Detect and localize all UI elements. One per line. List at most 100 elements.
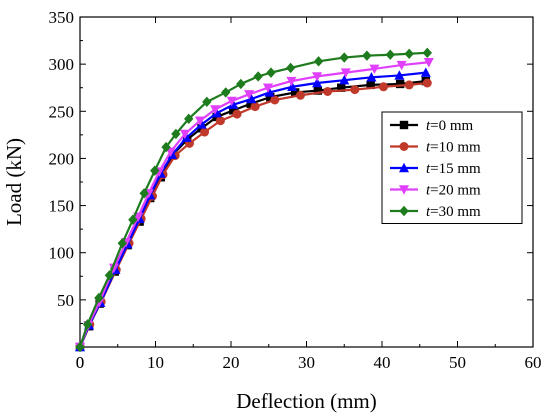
data-point (232, 109, 242, 119)
data-point (139, 188, 149, 199)
data-point (287, 81, 298, 91)
legend-label-value: =0 mm (430, 118, 473, 134)
legend-marker (399, 120, 409, 130)
data-point (340, 68, 351, 78)
series-line (78, 80, 426, 348)
data-point (94, 292, 104, 304)
legend-label: t=30 mm (426, 204, 481, 220)
data-point (313, 86, 323, 95)
legend-entry: t=30 mm (390, 204, 481, 220)
data-point (229, 106, 238, 115)
data-point (210, 105, 221, 115)
legend: t=0 mmt=10 mmt=15 mmt=20 mmt=30 mm (381, 111, 523, 224)
data-point (312, 77, 323, 88)
series-line (78, 51, 428, 348)
x-tick-label: 0 (76, 353, 85, 372)
data-point (285, 62, 296, 74)
series-layer (75, 47, 434, 353)
data-point (75, 341, 85, 353)
data-point (422, 47, 432, 59)
y-tick-label: 300 (49, 55, 75, 74)
data-point (313, 56, 324, 67)
data-point (312, 72, 323, 82)
data-point (179, 129, 190, 140)
legend-label-variable: t (426, 140, 431, 156)
data-point (82, 319, 93, 330)
data-point (181, 132, 192, 142)
data-point (117, 238, 127, 249)
series-0 (75, 76, 430, 352)
legend-marker (399, 185, 409, 195)
x-tick-label: 20 (223, 353, 240, 372)
data-point (221, 87, 231, 98)
data-point (264, 87, 275, 97)
data-point (266, 67, 276, 78)
data-point (128, 214, 138, 225)
legend-entry: t=0 mm (390, 118, 474, 134)
legend-label: t=10 mm (426, 140, 481, 156)
origin-tick-label: 0 (76, 353, 85, 372)
data-point (270, 95, 280, 105)
legend-marker (399, 205, 409, 217)
data-point (104, 270, 115, 281)
y-tick-label: 50 (57, 291, 74, 310)
data-point (253, 71, 263, 82)
axes: 0 10 20 30 40 50 60 50 100 150 200 250 300 350 (49, 8, 542, 372)
data-point (385, 49, 396, 60)
legend-marker (399, 142, 409, 151)
data-point (200, 127, 210, 137)
data-point (161, 141, 171, 153)
legend-label: t=15 mm (426, 161, 481, 177)
y-tick-label: 250 (49, 102, 75, 121)
data-point (366, 72, 377, 82)
data-point (226, 96, 237, 107)
data-point (339, 74, 350, 85)
data-point (362, 50, 372, 61)
x-tick-label: 60 (525, 353, 542, 372)
y-axis-label: Load (kN) (2, 138, 26, 226)
data-point (339, 52, 349, 63)
data-point (395, 79, 405, 89)
data-point (228, 99, 239, 109)
x-tick-label: 50 (449, 353, 466, 372)
data-point (171, 128, 181, 140)
legend-label-variable: t (426, 204, 431, 220)
data-point (215, 116, 225, 126)
series-1 (75, 78, 432, 352)
legend-entry: t=15 mm (390, 161, 481, 177)
data-point (246, 99, 255, 108)
x-tick-label: 30 (298, 353, 315, 372)
data-point (369, 64, 380, 75)
data-point (250, 102, 260, 112)
data-point (266, 92, 275, 102)
data-point (323, 86, 333, 96)
y-tick-label: 150 (49, 197, 75, 216)
data-point (286, 76, 297, 87)
data-point (366, 80, 375, 90)
legend-entry: t=20 mm (390, 183, 481, 199)
x-tick-label: 10 (147, 353, 164, 372)
data-point (202, 96, 212, 108)
legend-label-variable: t (426, 118, 431, 134)
data-point (262, 83, 273, 93)
legend-marker (399, 162, 409, 173)
x-tick-label: 40 (374, 353, 391, 372)
legend-label-variable: t (426, 161, 431, 177)
y-tick-label: 200 (49, 149, 75, 168)
legend-label: t=20 mm (426, 183, 481, 199)
data-point (394, 70, 405, 80)
data-point (184, 113, 194, 125)
data-point (350, 85, 360, 95)
data-point (246, 93, 257, 104)
x-axis-label: Deflection (mm) (236, 389, 377, 413)
data-point (423, 58, 434, 68)
data-point (404, 48, 414, 59)
legend-label: t=0 mm (426, 118, 474, 134)
y-tick-label: 100 (49, 244, 75, 263)
data-point (295, 90, 305, 100)
data-point (195, 116, 206, 126)
data-point (379, 82, 389, 92)
data-point (337, 83, 346, 92)
y-tick-label: 350 (49, 8, 75, 27)
